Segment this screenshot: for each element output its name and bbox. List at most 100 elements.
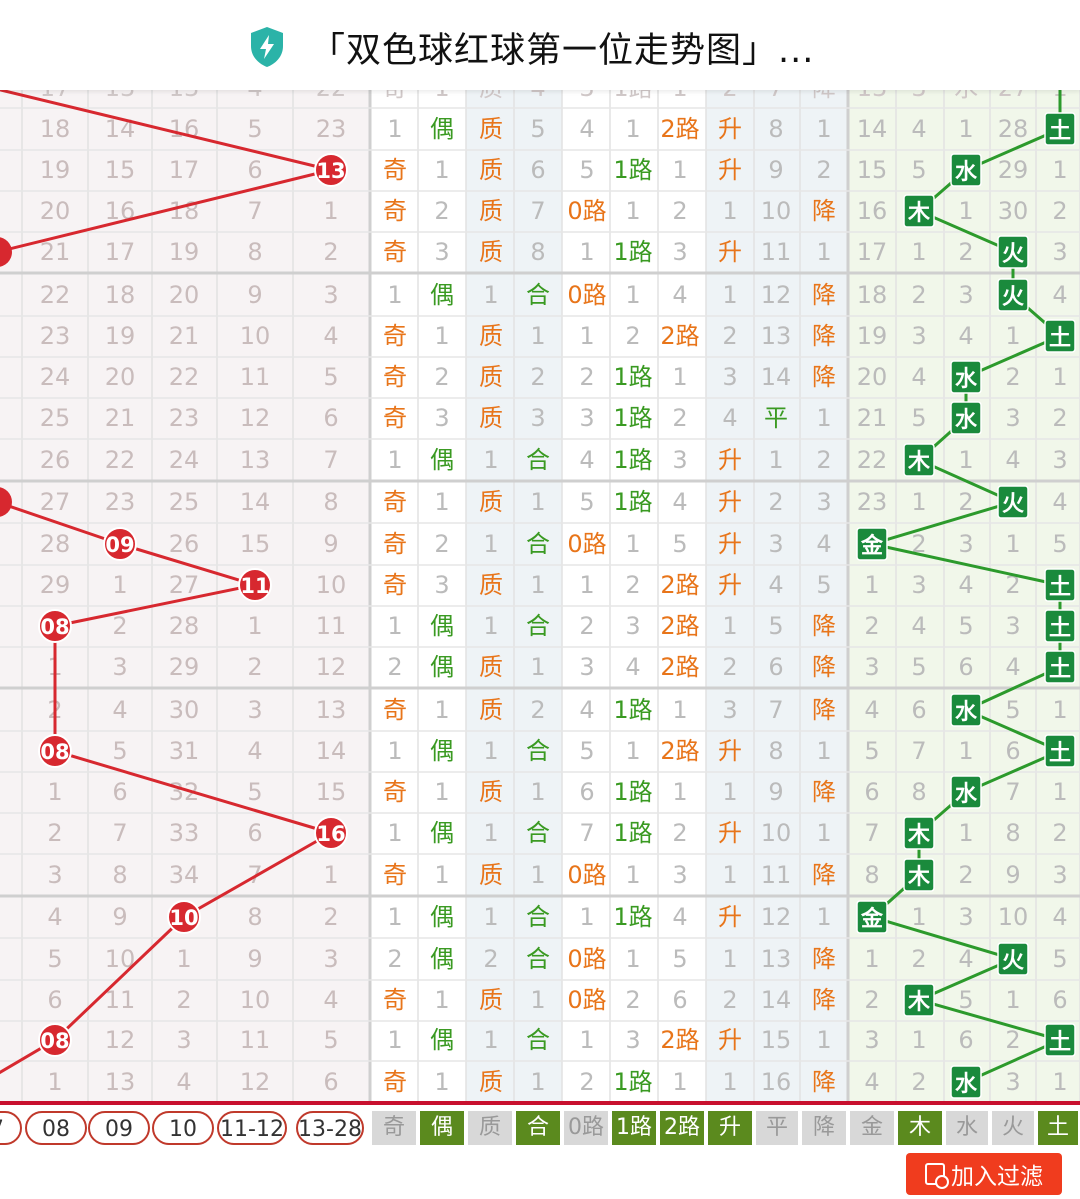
red-ball-number: 11	[240, 574, 269, 598]
right-cell-value: 2路	[660, 737, 699, 765]
left-cell-value: 2	[47, 819, 62, 847]
red-ball-marker	[0, 487, 12, 517]
left-cell-value: 3	[176, 1026, 191, 1054]
right-cell-value: 15	[761, 1026, 792, 1054]
left-cell-value: 27	[169, 571, 200, 599]
right-cell-value: 4	[722, 404, 737, 432]
partial-row-value: 3	[579, 90, 594, 102]
right-cell-value: 奇	[383, 488, 407, 516]
right-cell-value: 4	[816, 530, 831, 558]
right-cell-value: 降	[812, 778, 836, 806]
left-cell-value: 8	[323, 488, 338, 516]
left-cell-value: 23	[105, 488, 136, 516]
right-cell-value: 5	[1052, 945, 1067, 973]
trend-chart-grid[interactable]: 171313422奇1质431路127降133水2711814165231偶质5…	[0, 90, 1080, 1101]
filter-tab-option[interactable]: 土	[1038, 1111, 1078, 1145]
right-cell-value: 1	[579, 238, 594, 266]
right-cell-value: 2	[530, 363, 545, 391]
page-title: 「双色球红球第一位走势图」...	[310, 31, 815, 71]
right-cell-value: 1	[387, 281, 402, 309]
filter-tab-option[interactable]: 火	[992, 1111, 1034, 1145]
filter-tab-option[interactable]: 合	[516, 1111, 560, 1145]
filter-tab-option[interactable]: 1路	[612, 1111, 656, 1145]
filter-tab-option[interactable]: 质	[468, 1111, 512, 1145]
right-cell-value: 1	[483, 612, 498, 640]
filter-ball-option[interactable]: 10	[152, 1111, 214, 1145]
red-ball-marker	[0, 237, 12, 267]
right-cell-value: 奇	[383, 778, 407, 806]
filter-tab-option[interactable]: 奇	[372, 1111, 416, 1145]
right-cell-value: 1	[434, 1068, 449, 1096]
filter-tab-option[interactable]: 升	[708, 1111, 752, 1145]
right-cell-value: 1	[816, 819, 831, 847]
right-cell-value: 升	[718, 903, 742, 931]
red-ball-marker	[38, 1023, 72, 1057]
right-cell-value: 质	[479, 861, 503, 889]
left-cell-value: 29	[169, 653, 200, 681]
right-cell-value: 偶	[430, 737, 454, 765]
left-cell-value: 9	[323, 530, 338, 558]
right-cell-value: 3	[672, 238, 687, 266]
filter-ball-option[interactable]: 08	[25, 1111, 87, 1145]
right-cell-value: 合	[526, 281, 550, 309]
left-cell-value: 8	[247, 903, 262, 931]
right-cell-value: 1	[483, 530, 498, 558]
right-cell-value: 1	[864, 945, 879, 973]
right-cell-value: 1	[625, 945, 640, 973]
right-cell-value: 14	[761, 986, 792, 1014]
filter-tab-option[interactable]: 降	[802, 1111, 846, 1145]
right-cell-value: 5	[1052, 530, 1067, 558]
right-cell-value: 质	[479, 986, 503, 1014]
filter-tab-option[interactable]: 水	[946, 1111, 988, 1145]
right-cell-value: 质	[479, 696, 503, 724]
right-cell-value: 1	[672, 1068, 687, 1096]
filter-ball-option[interactable]: 11-12	[217, 1111, 287, 1145]
filter-tab-option[interactable]: 金	[850, 1111, 894, 1145]
add-filter-button[interactable]: 加入过滤	[906, 1153, 1062, 1195]
filter-tab-option[interactable]: 平	[756, 1111, 798, 1145]
left-cell-value: 6	[247, 819, 262, 847]
left-cell-value: 10	[316, 571, 347, 599]
right-cell-value: 5	[768, 612, 783, 640]
right-cell-value: 6	[958, 653, 973, 681]
right-cell-value: 6	[1052, 986, 1067, 1014]
filter-tab-option[interactable]: 0路	[564, 1111, 608, 1145]
left-cell-value: 3	[47, 861, 62, 889]
red-ball-number: 08	[40, 740, 69, 764]
right-cell-value: 19	[857, 322, 888, 350]
right-cell-value: 奇	[383, 1068, 407, 1096]
right-cell-value: 1	[530, 986, 545, 1014]
filter-ball-option[interactable]: 7	[0, 1111, 22, 1145]
right-cell-value: 5	[579, 156, 594, 184]
right-cell-value: 1	[387, 819, 402, 847]
partial-row-value: 奇	[383, 90, 407, 102]
right-cell-value: 6	[911, 696, 926, 724]
right-cell-value: 7	[911, 737, 926, 765]
filter-ball-option[interactable]: 13-28	[296, 1111, 364, 1145]
filter-tab-option[interactable]: 木	[898, 1111, 942, 1145]
right-cell-value: 1	[387, 1026, 402, 1054]
filter-ball-option[interactable]: 09	[88, 1111, 150, 1145]
right-cell-value: 1	[483, 903, 498, 931]
filter-tab-option[interactable]: 2路	[660, 1111, 704, 1145]
right-cell-value: 4	[1005, 653, 1020, 681]
right-cell-value: 偶	[430, 903, 454, 931]
right-cell-value: 奇	[383, 404, 407, 432]
right-cell-value: 2	[579, 363, 594, 391]
right-cell-value: 3	[434, 238, 449, 266]
right-cell-value: 1	[530, 653, 545, 681]
element-marker-label: 水	[955, 782, 978, 807]
filter-tab-option[interactable]: 偶	[420, 1111, 464, 1145]
right-cell-value: 1	[816, 903, 831, 931]
right-cell-value: 6	[1005, 737, 1020, 765]
right-cell-value: 5	[911, 156, 926, 184]
right-cell-value: 1	[722, 1068, 737, 1096]
right-cell-value: 1	[722, 861, 737, 889]
filter-icon	[925, 1163, 949, 1189]
left-cell-value: 17	[169, 156, 200, 184]
right-cell-value: 1	[530, 861, 545, 889]
right-cell-value: 1	[816, 115, 831, 143]
right-cell-value: 3	[816, 488, 831, 516]
partial-row-value: 17	[40, 90, 71, 102]
right-cell-value: 30	[998, 197, 1029, 225]
